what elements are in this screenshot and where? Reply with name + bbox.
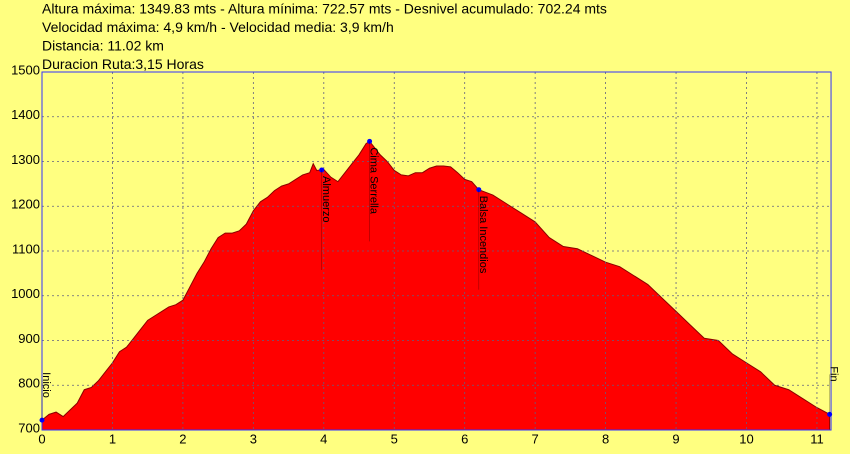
x-tick-label: 3 [250, 431, 257, 446]
waypoint-marker [367, 138, 373, 144]
waypoint-label: Almuerzo [320, 176, 332, 222]
y-tick-label: 1200 [11, 197, 40, 212]
x-tick-label: 0 [38, 431, 45, 446]
waypoint-label: Fin [828, 366, 840, 381]
x-tick-label: 1 [109, 431, 116, 446]
y-tick-label: 1500 [11, 62, 40, 77]
y-tick-label: 1400 [11, 107, 40, 122]
y-tick-label: 800 [18, 376, 40, 391]
x-tick-label: 7 [532, 431, 539, 446]
x-tick-label: 5 [391, 431, 398, 446]
waypoint-marker [39, 417, 45, 423]
waypoint-label: Cima Serrella [368, 147, 380, 215]
info-line: Duracion Ruta:3,15 Horas [42, 56, 204, 72]
x-tick-label: 9 [672, 431, 679, 446]
x-tick-label: 11 [810, 431, 824, 446]
x-tick-label: 2 [179, 431, 186, 446]
info-line: Velocidad máxima: 4,9 km/h - Velocidad m… [42, 19, 394, 35]
y-tick-label: 900 [18, 331, 40, 346]
waypoint-marker [827, 411, 833, 417]
waypoint-marker [476, 187, 482, 193]
y-tick-label: 1000 [11, 286, 40, 301]
y-tick-label: 700 [18, 420, 40, 435]
y-tick-label: 1300 [11, 152, 40, 167]
waypoint-marker [319, 167, 325, 173]
info-line: Altura máxima: 1349.83 mts - Altura míni… [42, 1, 607, 17]
info-line: Distancia: 11.02 km [42, 38, 164, 54]
y-tick-label: 1100 [12, 241, 40, 256]
x-tick-label: 4 [320, 431, 327, 446]
x-tick-label: 10 [739, 431, 753, 446]
waypoint-label: Balsa Incendios [477, 196, 489, 274]
waypoint-label: Inicio [40, 372, 52, 398]
plot-border [41, 71, 832, 431]
x-tick-label: 8 [602, 431, 609, 446]
x-tick-label: 6 [461, 431, 468, 446]
elevation-area [41, 140, 831, 431]
